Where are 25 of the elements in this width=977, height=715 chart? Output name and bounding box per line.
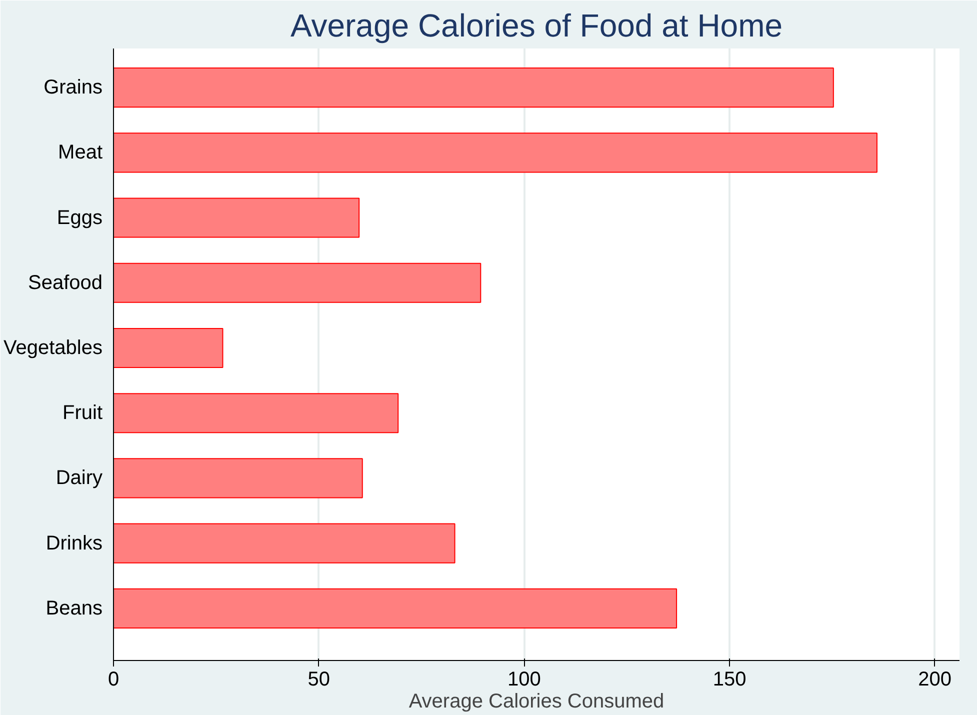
bar <box>114 198 360 238</box>
bar <box>114 588 678 628</box>
x-axis-title: Average Calories Consumed <box>408 690 664 712</box>
y-tick-label: Vegetables <box>4 336 103 359</box>
bar <box>114 523 456 564</box>
y-tick-label: Seafood <box>28 272 103 294</box>
chart-title: Average Calories of Food at Home <box>290 8 783 44</box>
y-tick-label: Fruit <box>62 402 103 424</box>
x-tick-label: 100 <box>507 668 541 690</box>
y-tick-label: Dairy <box>56 467 102 490</box>
bar <box>114 68 834 108</box>
bar <box>114 262 482 303</box>
x-tick-label: 0 <box>108 668 120 690</box>
x-tick-label: 150 <box>712 668 746 690</box>
bar <box>114 132 878 173</box>
bar <box>114 458 363 498</box>
y-tick-label: Beans <box>46 597 103 620</box>
x-tick-label: 200 <box>918 668 952 690</box>
bar <box>114 393 399 434</box>
bar <box>114 328 224 368</box>
y-tick-label: Grains <box>44 76 102 99</box>
y-tick-label: Meat <box>58 142 103 164</box>
y-tick-label: Eggs <box>56 206 103 229</box>
x-tick-label: 50 <box>308 668 330 690</box>
y-tick-label: Drinks <box>46 532 102 554</box>
